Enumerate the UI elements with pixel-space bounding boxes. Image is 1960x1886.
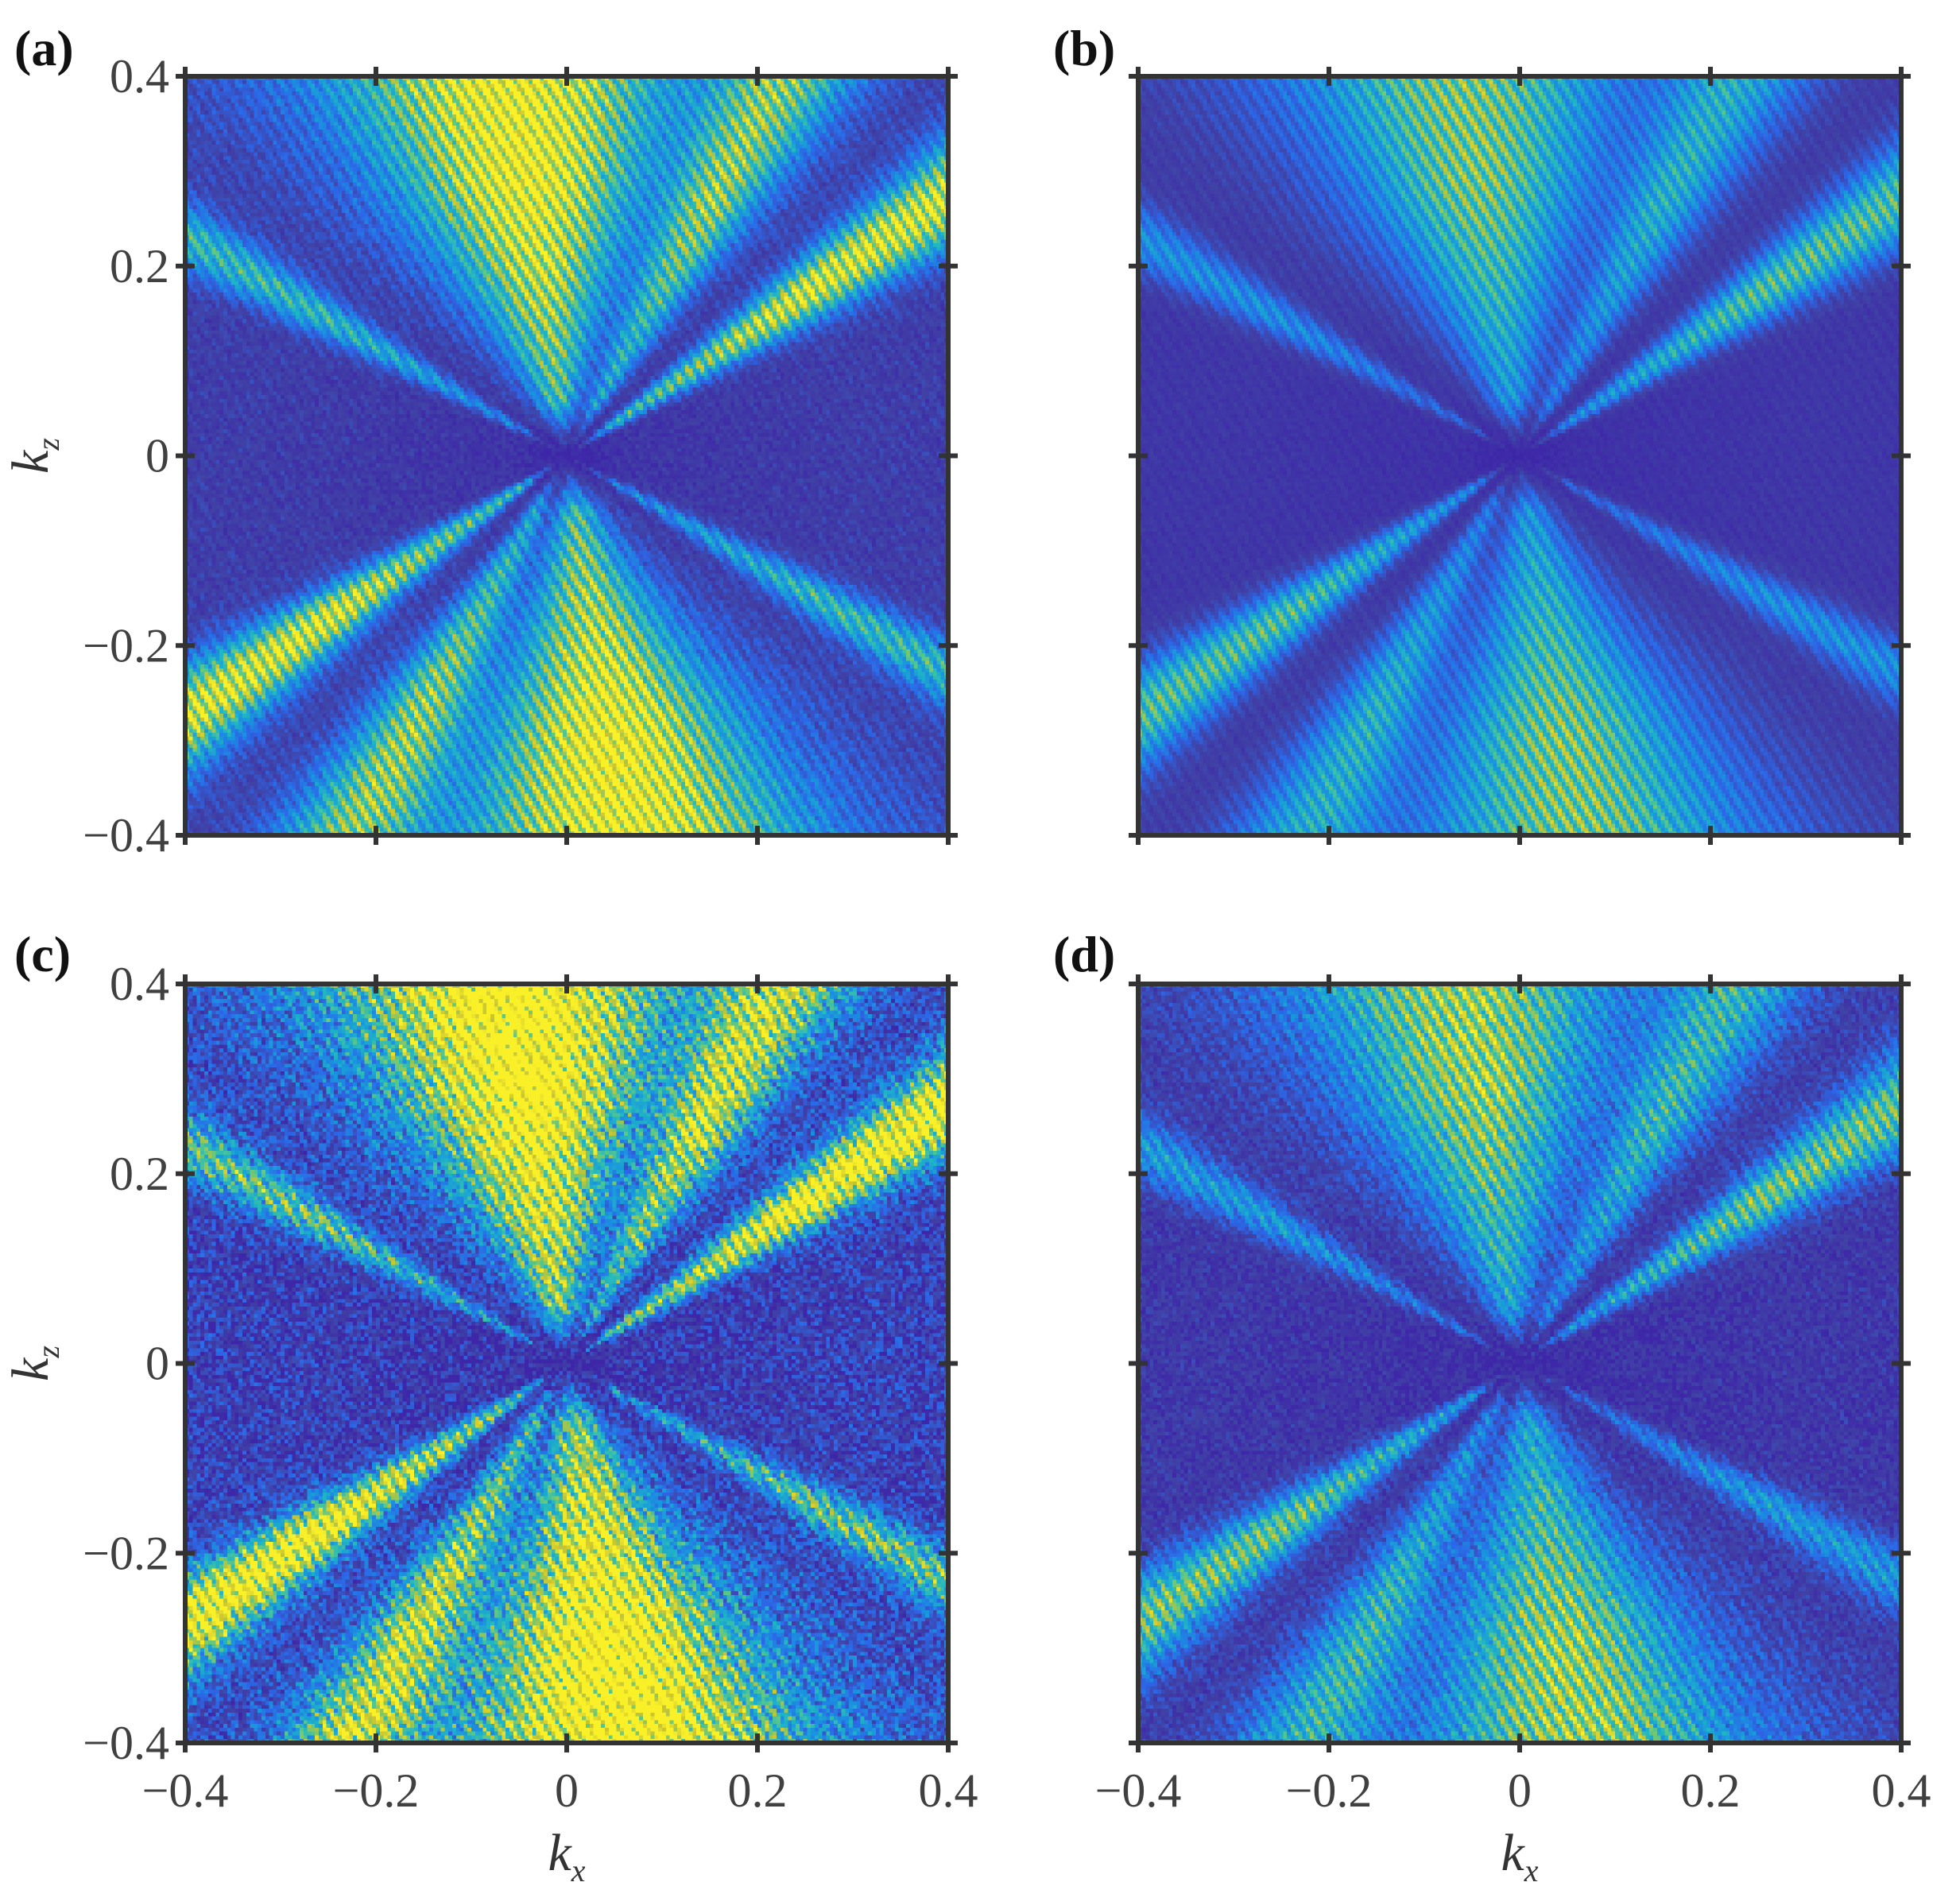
y-tick-label: 0.4 — [110, 50, 169, 103]
x-tick-label: 0.4 — [919, 1764, 978, 1817]
panel-c: −0.4 −0.2 0 0.2 0.4 0.4 0.2 0 −0.2 −0.4 (c) kz kx — [2, 926, 978, 1886]
panel-label: (c) — [14, 926, 71, 982]
x-tick-label: 0 — [1508, 1764, 1532, 1817]
x-tick-label: −0.4 — [142, 1764, 229, 1817]
y-axis-label: kz — [2, 438, 66, 474]
y-tick-label: −0.4 — [83, 1717, 169, 1769]
x-tick-label: −0.4 — [1095, 1764, 1182, 1817]
x-tick-label: 0.4 — [1872, 1764, 1931, 1817]
y-tick-label: 0.2 — [110, 1148, 169, 1200]
heatmap-image — [185, 984, 948, 1743]
panel-a: 0.4 0.2 0 −0.2 −0.4 (a) kz — [2, 20, 958, 862]
heatmap-image — [1138, 76, 1901, 835]
x-tick-label: 0 — [555, 1764, 579, 1817]
x-tick-label: 0.2 — [1681, 1764, 1741, 1817]
panel-d: −0.4 −0.2 0 0.2 0.4 (d) kx — [1053, 926, 1931, 1886]
y-tick-label: −0.2 — [83, 619, 169, 672]
panel-label: (d) — [1053, 926, 1115, 982]
y-tick-label: 0.4 — [110, 958, 169, 1010]
panel-label: (b) — [1053, 20, 1115, 76]
y-tick-label: −0.4 — [83, 809, 169, 862]
panel-b: (b) — [1053, 20, 1911, 845]
x-axis-label: kx — [548, 1824, 585, 1886]
x-axis-label: kx — [1501, 1824, 1538, 1886]
x-tick-label: −0.2 — [333, 1764, 420, 1817]
heatmap-image — [185, 76, 948, 835]
x-tick-label: 0.2 — [728, 1764, 788, 1817]
y-tick-label: 0 — [145, 1338, 169, 1390]
heatmap-image — [1138, 984, 1901, 1743]
x-tick-label: −0.2 — [1286, 1764, 1373, 1817]
y-tick-label: 0 — [145, 430, 169, 482]
y-tick-label: −0.2 — [83, 1527, 169, 1579]
y-tick-label: 0.2 — [110, 240, 169, 292]
panel-label: (a) — [14, 20, 74, 76]
panels-layer: 0.40.20−0.2−0.4(a)kz(b)−0.4 −0.2 0 0.2 0.40.… — [2, 20, 1931, 1886]
y-axis-label: kz — [2, 1346, 66, 1381]
